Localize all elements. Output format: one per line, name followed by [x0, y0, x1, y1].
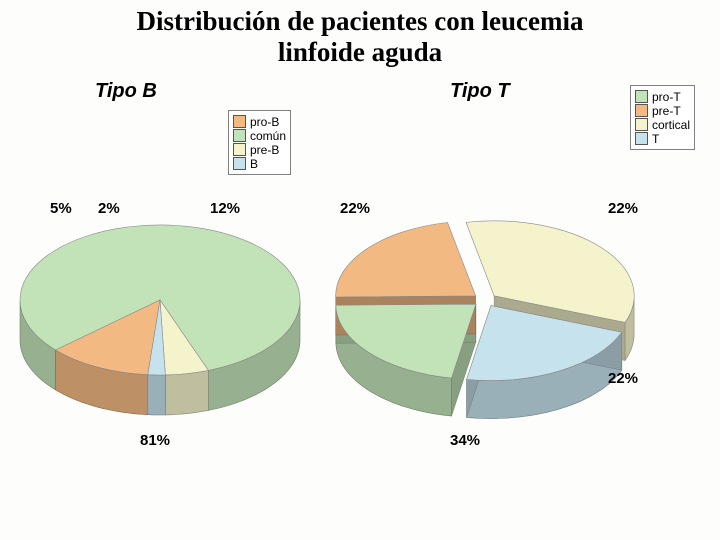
legend-label-B: B	[250, 158, 258, 170]
legend-label-T: T	[652, 133, 659, 145]
chart-t-title: Tipo T	[450, 80, 510, 103]
title-line2: linfoide aguda	[278, 37, 442, 67]
legend-item-pro-T: pro-T	[635, 90, 690, 103]
legend-item-cortical: cortical	[635, 118, 690, 131]
legend-item-pre-B: pre-B	[233, 143, 286, 156]
legend-tipo-t: pro-T pre-T cortical T	[630, 85, 695, 150]
chart-b-title: Tipo B	[95, 80, 157, 103]
legend-swatch-comun	[233, 129, 246, 142]
legend-swatch-cortical	[635, 118, 648, 131]
pie-chart-tipo-t	[303, 183, 667, 455]
legend-swatch-B	[233, 157, 246, 170]
percent-label-tipoB-B: 2%	[98, 200, 120, 217]
legend-label-pre-B: pre-B	[250, 144, 279, 156]
legend-swatch-pro-T	[635, 90, 648, 103]
percent-label-tipoT-pre-T: 22%	[608, 370, 638, 387]
legend-label-pro-T: pro-T	[652, 91, 681, 103]
percent-label-tipoB-pre-B: 5%	[50, 200, 72, 217]
legend-item-pro-B: pro-B	[233, 115, 286, 128]
legend-swatch-pre-T	[635, 104, 648, 117]
page-title: Distribución de pacientes con leucemia l…	[0, 6, 720, 68]
legend-swatch-pre-B	[233, 143, 246, 156]
legend-item-T: T	[635, 132, 690, 145]
percent-label-tipoT-pro-T: 22%	[608, 200, 638, 217]
legend-label-cortical: cortical	[652, 119, 690, 131]
legend-tipo-b: pro-B común pre-B B	[228, 110, 291, 175]
legend-item-B: B	[233, 157, 286, 170]
legend-label-pre-T: pre-T	[652, 105, 681, 117]
legend-swatch-pro-B	[233, 115, 246, 128]
title-line1: Distribución de pacientes con leucemia	[137, 6, 584, 36]
percent-label-tipoB-comun: 81%	[140, 432, 170, 449]
legend-label-pro-B: pro-B	[250, 116, 279, 128]
legend-item-comun: común	[233, 129, 286, 142]
percent-label-tipoT-T: 22%	[340, 200, 370, 217]
pie-slice-pre-T	[336, 223, 476, 298]
pie-chart-tipo-b	[0, 195, 330, 445]
percent-label-tipoT-cortical: 34%	[450, 432, 480, 449]
legend-label-comun: común	[250, 130, 286, 142]
legend-item-pre-T: pre-T	[635, 104, 690, 117]
percent-label-tipoB-pro-B: 12%	[210, 200, 240, 217]
legend-swatch-T	[635, 132, 648, 145]
